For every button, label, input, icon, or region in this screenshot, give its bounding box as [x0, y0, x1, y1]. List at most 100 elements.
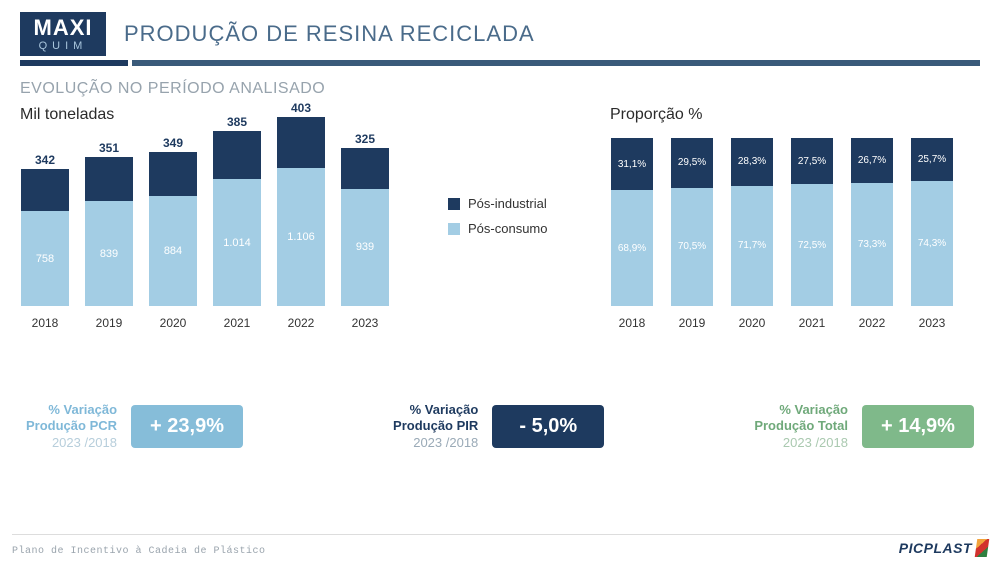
- footer-logo-icon: [975, 539, 990, 557]
- legend-label-pos-consumo: Pós-consumo: [468, 221, 547, 236]
- seg-pos-industrial: [341, 148, 389, 189]
- swatch-light-icon: [448, 223, 460, 235]
- pbar-x-label: 2023: [919, 316, 946, 330]
- bar-x-label: 2023: [352, 316, 379, 330]
- bar-x-label: 2018: [32, 316, 59, 330]
- bar-top-label: 349: [163, 136, 183, 150]
- pseg-pos-consumo: 72,5%: [791, 184, 833, 306]
- bar-2022: 403 1.106 2022: [276, 101, 326, 330]
- pbar-x-label: 2021: [799, 316, 826, 330]
- swatch-dark-icon: [448, 198, 460, 210]
- metric-pir-label: % Variação Produção PIR 2023 /2018: [393, 402, 478, 451]
- legend: Pós-industrial Pós-consumo: [448, 196, 547, 246]
- seg-pos-consumo: 939: [341, 189, 389, 306]
- seg-pos-industrial: [213, 131, 261, 179]
- seg-pos-industrial: [149, 152, 197, 196]
- seg-pos-industrial: [85, 157, 133, 201]
- pbar-2023: 25,7%74,3% 2023: [910, 138, 954, 330]
- legend-label-pos-industrial: Pós-industrial: [468, 196, 547, 211]
- bar-x-label: 2022: [288, 316, 315, 330]
- metric-total: % Variação Produção Total 2023 /2018 + 1…: [754, 402, 974, 451]
- metric-total-label: % Variação Produção Total 2023 /2018: [754, 402, 848, 451]
- pbar-2018: 31,1%68,9% 2018: [610, 138, 654, 330]
- page-title: PRODUÇÃO DE RESINA RECICLADA: [124, 21, 535, 47]
- bar-top-label: 325: [355, 132, 375, 146]
- bar-stack: 1.106: [277, 117, 325, 306]
- pseg-pos-industrial: 25,7%: [911, 138, 953, 181]
- header-rule: [20, 60, 980, 66]
- logo-maxiquim: MAXI QUIM: [20, 12, 106, 56]
- metric-pcr-label: % Variação Produção PCR 2023 /2018: [26, 402, 117, 451]
- pseg-pos-industrial: 31,1%: [611, 138, 653, 190]
- pbar-2021: 27,5%72,5% 2021: [790, 138, 834, 330]
- pbar-stack: 26,7%73,3%: [851, 138, 893, 306]
- seg-pos-consumo: 839: [85, 201, 133, 306]
- pbar-x-label: 2022: [859, 316, 886, 330]
- pseg-pos-consumo: 73,3%: [851, 183, 893, 306]
- metric-pcr: % Variação Produção PCR 2023 /2018 + 23,…: [26, 402, 243, 451]
- pseg-pos-consumo: 74,3%: [911, 181, 953, 306]
- pbar-stack: 29,5%70,5%: [671, 138, 713, 306]
- charts-row: Mil toneladas 34275820183518392019349884…: [20, 106, 980, 376]
- seg-pos-industrial: [277, 117, 325, 167]
- bar-x-label: 2020: [160, 316, 187, 330]
- chart-volume: Mil toneladas 34275820183518392019349884…: [20, 106, 450, 376]
- pseg-pos-industrial: 29,5%: [671, 138, 713, 188]
- metric-total-value: + 14,9%: [862, 405, 974, 448]
- bar-2019: 351 839 2019: [84, 141, 134, 330]
- pbar-2019: 29,5%70,5% 2019: [670, 138, 714, 330]
- footer-text: Plano de Incentivo à Cadeia de Plástico: [12, 546, 266, 557]
- subtitle: EVOLUÇÃO NO PERÍODO ANALISADO: [20, 80, 980, 98]
- pbar-x-label: 2018: [619, 316, 646, 330]
- bar-top-label: 385: [227, 115, 247, 129]
- pbar-stack: 25,7%74,3%: [911, 138, 953, 306]
- bar-stack: 1.014: [213, 131, 261, 306]
- pbar-x-label: 2020: [739, 316, 766, 330]
- pseg-pos-consumo: 70,5%: [671, 188, 713, 306]
- seg-pos-consumo: 884: [149, 196, 197, 307]
- bar-x-label: 2019: [96, 316, 123, 330]
- pseg-pos-industrial: 27,5%: [791, 138, 833, 184]
- bar-stack: 884: [149, 152, 197, 306]
- pseg-pos-industrial: 28,3%: [731, 138, 773, 186]
- logo-text-bottom: QUIM: [39, 41, 88, 52]
- pbar-stack: 27,5%72,5%: [791, 138, 833, 306]
- metric-pir-value: - 5,0%: [492, 405, 604, 448]
- pbar-2020: 28,3%71,7% 2020: [730, 138, 774, 330]
- pbar-stack: 31,1%68,9%: [611, 138, 653, 306]
- pseg-pos-industrial: 26,7%: [851, 138, 893, 183]
- seg-pos-consumo: 758: [21, 211, 69, 306]
- pseg-pos-consumo: 68,9%: [611, 190, 653, 306]
- metric-pir: % Variação Produção PIR 2023 /2018 - 5,0…: [393, 402, 604, 451]
- bar-top-label: 351: [99, 141, 119, 155]
- pseg-pos-consumo: 71,7%: [731, 186, 773, 306]
- bar-top-label: 403: [291, 101, 311, 115]
- footer: Plano de Incentivo à Cadeia de Plástico …: [12, 534, 988, 557]
- bar-2023: 325 939 2023: [340, 132, 390, 330]
- footer-logo-text: PICPLAST: [899, 540, 972, 556]
- chart-proportion: Proporção % 31,1%68,9% 2018 29,5%70,5% 2019…: [610, 106, 980, 376]
- pbar-stack: 28,3%71,7%: [731, 138, 773, 306]
- pbar-2022: 26,7%73,3% 2022: [850, 138, 894, 330]
- bar-stack: 839: [85, 157, 133, 306]
- legend-pos-consumo: Pós-consumo: [448, 221, 547, 236]
- bar-2021: 3851.0142021: [212, 115, 262, 330]
- bar-2018: 342 758 2018: [20, 153, 70, 331]
- legend-pos-industrial: Pós-industrial: [448, 196, 547, 211]
- footer-logo-picplast: PICPLAST: [899, 539, 988, 557]
- metric-pcr-value: + 23,9%: [131, 405, 243, 448]
- chart-proportion-title: Proporção %: [610, 106, 980, 124]
- seg-pos-consumo: 1.106: [277, 168, 325, 306]
- bar-stack: 939: [341, 148, 389, 306]
- chart-proportion-bars: 31,1%68,9% 2018 29,5%70,5% 2019 28,3%71,7% 20…: [610, 130, 980, 330]
- seg-pos-consumo: 1.014: [213, 179, 261, 306]
- chart-volume-bars: 3427582018351839201934988420203851.01420…: [20, 130, 450, 330]
- bar-stack: 758: [21, 169, 69, 307]
- header: MAXI QUIM PRODUÇÃO DE RESINA RECICLADA: [20, 12, 980, 56]
- bar-top-label: 342: [35, 153, 55, 167]
- slide: MAXI QUIM PRODUÇÃO DE RESINA RECICLADA E…: [0, 0, 1000, 563]
- bar-2020: 349 884 2020: [148, 136, 198, 330]
- seg-pos-industrial: [21, 169, 69, 212]
- pbar-x-label: 2019: [679, 316, 706, 330]
- logo-text-top: MAXI: [34, 17, 93, 39]
